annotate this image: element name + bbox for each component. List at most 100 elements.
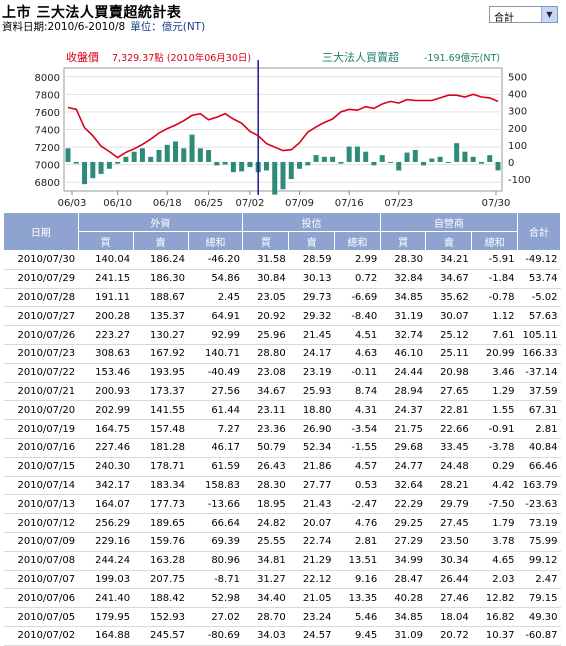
value-cell: 186.30 <box>133 269 189 289</box>
value-cell: 28.47 <box>380 570 426 590</box>
x-tick-label: 07/30 <box>482 198 511 209</box>
value-cell: 57.63 <box>517 306 561 327</box>
page-title: 上市 三大法人買賣超統計表 <box>2 5 182 21</box>
value-cell: 32.84 <box>380 269 426 289</box>
value-cell: 24.44 <box>380 363 426 383</box>
net-buy-bar <box>156 150 162 162</box>
value-cell: -0.91 <box>471 419 518 439</box>
value-cell: 92.99 <box>188 325 243 345</box>
value-cell: 46.17 <box>188 438 243 458</box>
value-cell: 24.57 <box>288 626 335 646</box>
value-cell: 34.85 <box>380 607 426 627</box>
col-foreign-sell: 賣 <box>132 231 189 251</box>
value-cell: 21.05 <box>288 588 335 609</box>
value-cell: 67.31 <box>517 400 561 421</box>
value-cell: 105.11 <box>517 325 561 345</box>
value-cell: 26.44 <box>425 570 472 590</box>
value-cell: 159.76 <box>133 532 189 552</box>
value-cell: -49.12 <box>517 250 561 270</box>
value-cell: 35.62 <box>425 288 472 308</box>
net-buy-bar <box>98 161 104 174</box>
net-buy-bar <box>82 161 88 185</box>
value-cell: 31.19 <box>380 306 426 327</box>
netbuy-value: -191.69億元(NT) <box>424 52 500 64</box>
value-cell: 23.19 <box>288 363 335 383</box>
net-buy-bar <box>470 156 476 162</box>
value-cell: 163.79 <box>517 476 561 496</box>
value-cell: 79.15 <box>517 588 561 609</box>
value-cell: 4.65 <box>471 551 518 571</box>
value-cell: 34.81 <box>242 551 289 571</box>
value-cell: 29.25 <box>380 513 426 533</box>
chevron-down-icon[interactable]: ▼ <box>541 7 557 22</box>
value-cell: 52.34 <box>288 438 335 458</box>
net-buy-bar <box>321 156 327 162</box>
table-row: 2010/07/07 199.03 207.75 -8.71 31.27 22.12 9.1… <box>3 570 561 590</box>
value-cell: -40.49 <box>188 363 243 383</box>
value-cell: 18.04 <box>425 607 472 627</box>
value-cell: 24.17 <box>288 344 335 364</box>
value-cell: 2.03 <box>471 570 518 590</box>
value-cell: 240.30 <box>78 457 134 477</box>
table-row: 2010/07/28 191.11 188.67 2.45 23.05 29.73 -6.6… <box>3 288 561 308</box>
value-cell: 66.46 <box>517 457 561 477</box>
value-cell: 140.04 <box>78 250 134 270</box>
value-cell: -5.02 <box>517 288 561 308</box>
value-cell: 245.57 <box>133 626 189 646</box>
net-buy-bar <box>412 150 418 162</box>
value-cell: -0.78 <box>471 288 518 308</box>
netbuy-label: 三大法人買賣超 <box>322 50 399 64</box>
value-cell: 29.32 <box>288 306 335 327</box>
net-buy-bar <box>338 161 344 164</box>
value-cell: 49.30 <box>517 607 561 627</box>
date-cell: 2010/07/20 <box>3 400 79 421</box>
value-cell: -37.14 <box>517 363 561 383</box>
right-tick-label: 300 <box>508 107 527 118</box>
value-cell: 7.61 <box>471 325 518 345</box>
net-buy-bar <box>173 141 178 162</box>
value-cell: 16.82 <box>471 607 518 627</box>
date-cell: 2010/07/23 <box>3 344 79 364</box>
value-cell: 53.74 <box>517 269 561 289</box>
value-cell: 52.98 <box>188 588 243 609</box>
value-cell: 4.51 <box>334 325 381 345</box>
table-row: 2010/07/21 200.93 173.37 27.56 34.67 25.93 8.7… <box>3 382 561 402</box>
net-buy-bar <box>371 161 377 166</box>
col-trust-sell: 賣 <box>288 231 335 251</box>
value-cell: 37.59 <box>517 382 561 402</box>
value-cell: 186.24 <box>133 250 189 270</box>
value-cell: 4.63 <box>334 344 381 364</box>
net-buy-bar <box>280 161 286 190</box>
net-buy-bar <box>73 161 79 164</box>
price-label: 收盤價 <box>66 50 99 64</box>
x-tick-label: 07/02 <box>236 198 265 209</box>
date-range: 資料日期:2010/6-2010/8 單位：億元(NT) <box>2 19 205 34</box>
net-buy-bar <box>462 151 468 162</box>
left-tick-label: 6800 <box>35 178 60 189</box>
value-cell: 183.34 <box>133 476 189 496</box>
value-cell: -5.91 <box>471 250 518 270</box>
value-cell: 2.81 <box>334 532 381 552</box>
value-cell: 173.37 <box>133 382 189 402</box>
value-cell: -13.66 <box>188 494 243 515</box>
value-cell: 20.99 <box>471 344 518 364</box>
value-cell: 0.53 <box>334 476 381 496</box>
date-cell: 2010/07/14 <box>3 476 79 496</box>
left-tick-label: 7800 <box>35 90 60 101</box>
table-row: 2010/07/30 140.04 186.24 -46.20 31.58 28.59 2.… <box>3 250 561 270</box>
value-cell: 40.84 <box>517 438 561 458</box>
table-row: 2010/07/13 164.07 177.73 -13.66 18.95 21.43 -2… <box>3 494 561 515</box>
table-row: 2010/07/06 241.40 188.42 52.98 34.40 21.05 13.… <box>3 588 561 609</box>
value-cell: 2.99 <box>334 250 381 270</box>
value-cell: 158.83 <box>188 476 243 496</box>
table-row: 2010/07/09 229.16 159.76 69.39 25.55 22.74 2.8… <box>3 532 561 552</box>
value-cell: 8.74 <box>334 382 381 402</box>
value-cell: 200.93 <box>78 382 134 402</box>
table-row: 2010/07/08 244.24 163.28 80.96 34.81 21.29 13.… <box>3 551 561 571</box>
value-cell: 167.92 <box>133 344 189 364</box>
value-cell: 164.88 <box>78 626 134 646</box>
value-cell: 27.02 <box>188 607 243 627</box>
series-select[interactable]: 合計 ▼ <box>489 6 558 24</box>
value-cell: -8.40 <box>334 306 381 327</box>
date-cell: 2010/07/08 <box>3 551 79 571</box>
